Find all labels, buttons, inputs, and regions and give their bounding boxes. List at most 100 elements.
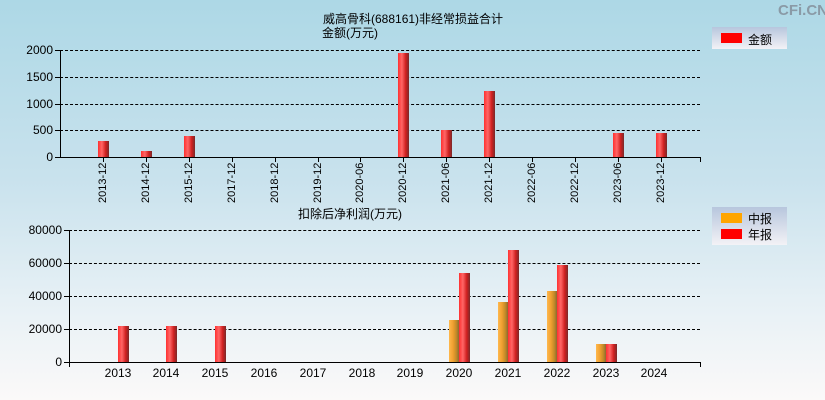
y-tick-mark — [64, 296, 69, 297]
chart-title: 威高骨科(688161)非经常损益合计 — [323, 12, 504, 26]
x-tick-label: 2021-12 — [483, 162, 495, 203]
watermark-logo: CFi.CN — [778, 2, 825, 19]
x-tick-label: 2015 — [201, 366, 229, 380]
legend-swatch-amount — [721, 33, 742, 43]
x-tick-label: 2014-12 — [140, 162, 152, 203]
y-tick-label: 60000 — [28, 256, 62, 270]
bar-interim — [498, 302, 508, 362]
legend-label-interim: 中报 — [748, 212, 773, 226]
y-tick-mark — [64, 230, 69, 231]
bar-amount — [98, 141, 109, 157]
x-tick-label: 2022-06 — [526, 162, 538, 203]
x-tick-label: 2022-12 — [569, 162, 581, 203]
x-tick-mark — [489, 157, 490, 162]
x-axis — [69, 362, 701, 363]
y-tick-mark — [55, 104, 60, 105]
bar-amount — [398, 53, 409, 157]
y-tick-mark — [55, 157, 60, 158]
bar-amount — [141, 151, 152, 157]
bar-interim — [449, 320, 459, 362]
bar-interim — [547, 291, 557, 362]
x-tick-label: 2023-06 — [612, 162, 624, 203]
y-tick-label: 1500 — [26, 70, 53, 84]
x-tick-mark — [360, 157, 361, 162]
x-tick-label: 2020-12 — [397, 162, 409, 203]
x-tick-label: 2024 — [640, 366, 668, 380]
bottom-legend: 中报 年报 — [712, 207, 787, 245]
legend-swatch-interim — [721, 213, 742, 223]
y-tick-label: 20000 — [28, 322, 62, 336]
chart-title-bottom: 扣除后净利润(万元) — [298, 207, 402, 221]
gridline — [69, 263, 700, 264]
x-axis — [60, 157, 701, 158]
y-tick-label: 500 — [32, 123, 53, 137]
x-tick-mark — [700, 157, 701, 162]
x-tick-mark — [103, 157, 104, 162]
chart-subtitle: 金额(万元) — [322, 26, 378, 40]
x-tick-label: 2023-12 — [655, 162, 667, 203]
y-tick-mark — [55, 50, 60, 51]
x-tick-mark — [618, 157, 619, 162]
x-tick-label: 2018-12 — [269, 162, 281, 203]
gridline — [60, 77, 700, 78]
gridline — [60, 50, 700, 51]
bar-amount — [441, 130, 452, 157]
bar-annual — [508, 250, 519, 362]
y-tick-mark — [55, 130, 60, 131]
x-tick-label: 2013-12 — [97, 162, 109, 203]
x-tick-label: 2017 — [299, 366, 327, 380]
x-tick-mark — [189, 157, 190, 162]
x-tick-mark — [69, 362, 70, 367]
x-tick-mark — [661, 157, 662, 162]
y-tick-label: 80000 — [28, 223, 62, 237]
x-tick-label: 2020-06 — [354, 162, 366, 203]
y-tick-label: 0 — [55, 355, 62, 369]
legend-label-amount: 金额 — [748, 33, 773, 47]
bar-annual — [459, 273, 470, 362]
y-tick-mark — [64, 362, 69, 363]
x-tick-mark — [232, 157, 233, 162]
x-tick-label: 2019 — [396, 366, 424, 380]
bar-amount — [613, 133, 624, 157]
x-tick-label: 2016 — [250, 366, 278, 380]
x-tick-label: 2022 — [543, 366, 571, 380]
y-axis — [69, 230, 70, 363]
y-tick-mark — [55, 77, 60, 78]
y-tick-label: 0 — [46, 150, 53, 164]
gridline — [60, 104, 700, 105]
bar-annual — [118, 326, 129, 362]
bar-interim — [596, 344, 606, 362]
x-tick-label: 2014 — [152, 366, 180, 380]
legend-label-annual: 年报 — [748, 228, 773, 242]
legend-swatch-annual — [721, 229, 742, 239]
y-axis — [60, 50, 61, 158]
x-tick-mark — [146, 157, 147, 162]
y-tick-mark — [64, 329, 69, 330]
x-tick-label: 2017-12 — [226, 162, 238, 203]
x-tick-mark — [318, 157, 319, 162]
x-tick-label: 2018 — [348, 366, 376, 380]
x-tick-mark — [575, 157, 576, 162]
y-tick-mark — [64, 263, 69, 264]
gridline — [60, 130, 700, 131]
top-legend: 金额 — [712, 27, 787, 49]
x-tick-label: 2019-12 — [312, 162, 324, 203]
x-tick-label: 2015-12 — [183, 162, 195, 203]
y-tick-label: 2000 — [26, 43, 53, 57]
gridline — [69, 230, 700, 231]
x-tick-mark — [403, 157, 404, 162]
bar-amount — [656, 133, 667, 157]
bar-annual — [557, 265, 568, 362]
x-tick-label: 2021-06 — [440, 162, 452, 203]
x-tick-mark — [446, 157, 447, 162]
bar-annual — [606, 344, 617, 362]
x-tick-label: 2023 — [592, 366, 620, 380]
x-tick-mark — [275, 157, 276, 162]
x-tick-label: 2020 — [445, 366, 473, 380]
gridline — [69, 296, 700, 297]
x-tick-label: 2013 — [104, 366, 132, 380]
x-tick-mark — [532, 157, 533, 162]
bar-amount — [484, 91, 495, 157]
bar-annual — [166, 326, 177, 362]
y-tick-label: 40000 — [28, 289, 62, 303]
